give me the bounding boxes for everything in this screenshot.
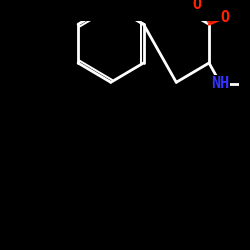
Text: O: O [192, 0, 202, 12]
Text: O: O [220, 10, 230, 25]
Text: NH: NH [211, 76, 230, 91]
